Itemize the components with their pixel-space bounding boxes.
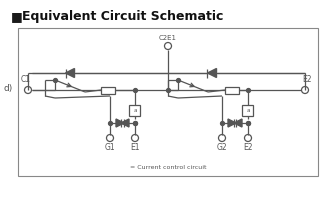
Polygon shape — [121, 119, 129, 127]
Bar — [242, 105, 254, 115]
Text: a: a — [133, 108, 137, 112]
Text: E2: E2 — [243, 143, 253, 152]
Text: = Current control circuit: = Current control circuit — [130, 165, 206, 170]
Polygon shape — [66, 69, 74, 77]
Polygon shape — [116, 119, 124, 127]
Text: E2: E2 — [302, 75, 312, 84]
Bar — [130, 105, 140, 115]
Bar — [225, 87, 239, 93]
Polygon shape — [208, 69, 216, 77]
Text: d): d) — [3, 84, 12, 92]
Text: Equivalent Circuit Schematic: Equivalent Circuit Schematic — [22, 10, 223, 23]
Text: ■: ■ — [11, 10, 23, 23]
Bar — [18, 28, 318, 176]
Text: E1: E1 — [130, 143, 140, 152]
Polygon shape — [228, 119, 236, 127]
Text: C2E1: C2E1 — [159, 35, 177, 41]
Text: C1: C1 — [21, 75, 31, 84]
Text: a: a — [246, 108, 250, 112]
Text: G1: G1 — [105, 143, 115, 152]
Polygon shape — [234, 119, 242, 127]
Bar — [101, 87, 115, 93]
Text: G2: G2 — [217, 143, 227, 152]
